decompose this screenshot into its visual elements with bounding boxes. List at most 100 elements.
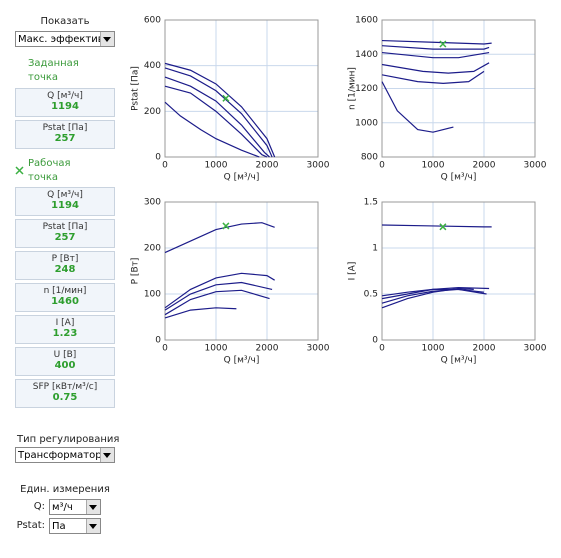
y-tick-label: 1200 [355, 84, 378, 94]
field-box: Pstat [Па] 257 [15, 120, 115, 149]
unit-select[interactable]: м³/ч [49, 499, 101, 515]
field-value: 257 [54, 232, 76, 243]
y-tick-label: 0.5 [364, 290, 378, 300]
x-tick-label: 2000 [256, 344, 279, 354]
field-label: Q [м³/ч] [47, 91, 83, 101]
field-value: 248 [54, 264, 76, 275]
select-arrow [89, 505, 97, 510]
field-label: I [A] [55, 318, 75, 328]
x-tick-label: 1000 [205, 344, 228, 354]
curve [381, 224, 492, 228]
control-label: Тип регулирования [17, 434, 120, 445]
y-tick-label: 1 [372, 244, 378, 254]
select-text: Макс. эффективн [18, 34, 111, 45]
select-arrow [89, 524, 97, 529]
x-tick-label: 0 [379, 161, 385, 171]
operating-point [439, 223, 447, 231]
x-tick-label: 1000 [422, 344, 445, 354]
unit-label: Pstat: [16, 520, 45, 531]
x-tick-label: 2000 [473, 161, 496, 171]
curve [381, 288, 485, 304]
select-text: м³/ч [52, 502, 73, 513]
field-box: I [A] 1.23 [15, 315, 115, 344]
field-value: 1460 [51, 296, 79, 307]
x-tick-label: 1000 [205, 161, 228, 171]
select-text: Па [52, 521, 66, 532]
plot-border [381, 19, 536, 158]
y-tick-label: 1600 [355, 16, 378, 26]
x-tick-label: 0 [379, 344, 385, 354]
work-point-title: Рабочая точка [28, 158, 71, 183]
x-tick-label: 1000 [422, 161, 445, 171]
operating-point [222, 94, 230, 102]
x-axis-label: Q [м³/ч] [224, 173, 260, 183]
y-tick-label: 800 [361, 153, 378, 163]
x-tick-label: 3000 [307, 344, 330, 354]
y-axis-label: I [A] [348, 262, 358, 281]
field-box: n [1/мин] 1460 [15, 283, 115, 312]
curve [381, 39, 492, 45]
field-value: 257 [54, 133, 76, 144]
units-label: Един. измерения [20, 484, 110, 495]
curve [164, 101, 260, 158]
y-tick-label: 0 [372, 336, 378, 346]
curve [381, 81, 454, 133]
x-tick-label: 0 [162, 344, 168, 354]
x-tick-label: 3000 [524, 344, 547, 354]
select-text: Трансформатор [18, 450, 102, 461]
y-tick-label: 1400 [355, 50, 378, 60]
field-box: P [Вт] 248 [15, 251, 115, 280]
unit-label: Q: [33, 501, 45, 512]
y-axis-label: P [Вт] [131, 258, 141, 285]
curve [381, 51, 490, 59]
field-box: U [B] 400 [15, 347, 115, 376]
plot-border [164, 19, 319, 158]
curve [164, 281, 273, 311]
plot-area [165, 202, 318, 340]
show-select[interactable]: Макс. эффективн [15, 31, 115, 47]
curve [381, 287, 474, 309]
work-point-icon [15, 166, 24, 175]
x-axis-label: Q [м³/ч] [224, 356, 260, 366]
field-value: 0.75 [52, 392, 78, 403]
x-tick-label: 2000 [473, 344, 496, 354]
plot-border [164, 201, 319, 341]
plot-area [382, 202, 535, 340]
curve [164, 67, 273, 158]
show-label: Показать [40, 16, 90, 27]
operating-point [222, 222, 230, 230]
y-tick-label: 200 [144, 107, 161, 117]
curve [164, 85, 268, 158]
curve [381, 62, 490, 74]
y-tick-label: 200 [144, 244, 161, 254]
set-point-title: Заданная точка [28, 58, 79, 83]
field-label: n [1/мин] [43, 286, 87, 296]
curve [381, 70, 485, 84]
field-label: U [B] [53, 350, 77, 360]
curve [381, 45, 490, 50]
x-tick-label: 0 [162, 161, 168, 171]
field-label: Pstat [Па] [42, 222, 88, 232]
curve [164, 76, 270, 158]
plot-border [381, 201, 536, 341]
field-label: SFP [кВт/м³/с] [32, 382, 98, 392]
y-tick-label: 1000 [355, 118, 378, 128]
control-select[interactable]: Трансформатор [15, 447, 115, 463]
field-box: SFP [кВт/м³/с] 0.75 [15, 379, 115, 408]
field-label: Pstat [Па] [42, 123, 88, 133]
unit-select[interactable]: Па [49, 518, 101, 534]
x-axis-label: Q [м³/ч] [441, 173, 477, 183]
y-tick-label: 0 [155, 153, 161, 163]
y-tick-label: 600 [144, 16, 161, 26]
plot-area [165, 20, 318, 157]
operating-point [439, 40, 447, 48]
y-tick-label: 0 [155, 336, 161, 346]
field-box: Pstat [Па] 257 [15, 219, 115, 248]
field-box: Q [м³/ч] 1194 [15, 187, 115, 216]
field-value: 1194 [51, 101, 79, 112]
field-value: 1.23 [52, 328, 78, 339]
curve [164, 272, 275, 309]
curve [164, 307, 237, 319]
